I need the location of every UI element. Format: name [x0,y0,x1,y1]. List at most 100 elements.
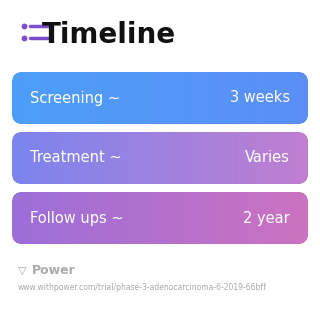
Bar [292,192,294,244]
Bar [260,192,262,244]
Bar [177,72,178,124]
Bar [36,72,37,124]
Bar [149,192,151,244]
Bar [12,132,14,184]
Bar [237,192,239,244]
Bar [249,192,251,244]
Bar [241,192,242,244]
Bar [49,192,50,244]
Bar [81,72,82,124]
Bar [167,72,169,124]
Bar [26,192,28,244]
Bar [184,132,185,184]
Bar [270,192,272,244]
Bar [301,192,303,244]
Bar [224,132,226,184]
Bar [139,132,140,184]
Bar [200,72,202,124]
Bar [64,192,66,244]
Bar [173,192,175,244]
Bar [248,72,249,124]
Bar [26,132,28,184]
Text: Timeline: Timeline [42,21,176,49]
Bar [206,132,208,184]
Bar [45,72,47,124]
Bar [182,132,184,184]
Bar [255,192,256,244]
Bar [290,72,292,124]
Bar [278,132,280,184]
Bar [12,192,14,244]
Bar [71,192,73,244]
Bar [207,72,209,124]
Bar [36,132,37,184]
Bar [186,192,188,244]
Bar [213,72,215,124]
Text: ▽: ▽ [18,265,27,275]
Bar [52,132,54,184]
Bar [263,192,265,244]
Bar [198,132,200,184]
Bar [263,132,265,184]
Bar [162,192,164,244]
Bar [196,192,197,244]
Bar [182,72,184,124]
Bar [44,72,46,124]
Bar [122,192,124,244]
Bar [189,72,191,124]
Bar [303,72,305,124]
Bar [292,72,294,124]
Bar [104,132,106,184]
Bar [37,72,38,124]
Bar [200,132,202,184]
Bar [164,192,165,244]
Bar [233,132,235,184]
Bar [186,132,188,184]
Bar [239,72,241,124]
Bar [13,132,15,184]
Bar [294,72,295,124]
Bar [276,132,278,184]
Bar [102,192,104,244]
Bar [100,72,101,124]
Bar [219,132,221,184]
Bar [65,192,67,244]
Bar [292,192,293,244]
Bar [221,132,223,184]
Bar [189,132,191,184]
Bar [299,132,300,184]
Bar [228,72,229,124]
Bar [95,132,97,184]
Bar [180,132,182,184]
Bar [156,72,158,124]
Bar [139,72,140,124]
Bar [58,132,60,184]
Text: www.withpower.com/trial/phase-3-adenocarcinoma-6-2019-66bff: www.withpower.com/trial/phase-3-adenocar… [18,284,267,292]
Bar [202,72,203,124]
Bar [100,192,101,244]
Bar [185,132,187,184]
Bar [241,72,242,124]
Bar [165,192,166,244]
Bar [76,72,78,124]
Bar [262,192,263,244]
Bar [205,72,207,124]
Bar [26,72,28,124]
Bar [160,132,162,184]
Bar [31,192,33,244]
Bar [70,192,72,244]
Bar [152,72,153,124]
Bar [104,192,106,244]
Bar [180,72,182,124]
Bar [154,192,156,244]
Bar [28,72,30,124]
Bar [170,192,171,244]
Bar [121,192,123,244]
Bar [146,132,148,184]
Bar [131,132,132,184]
Bar [302,192,304,244]
Bar [110,132,112,184]
Bar [44,192,46,244]
Bar [145,72,146,124]
Bar [253,72,255,124]
